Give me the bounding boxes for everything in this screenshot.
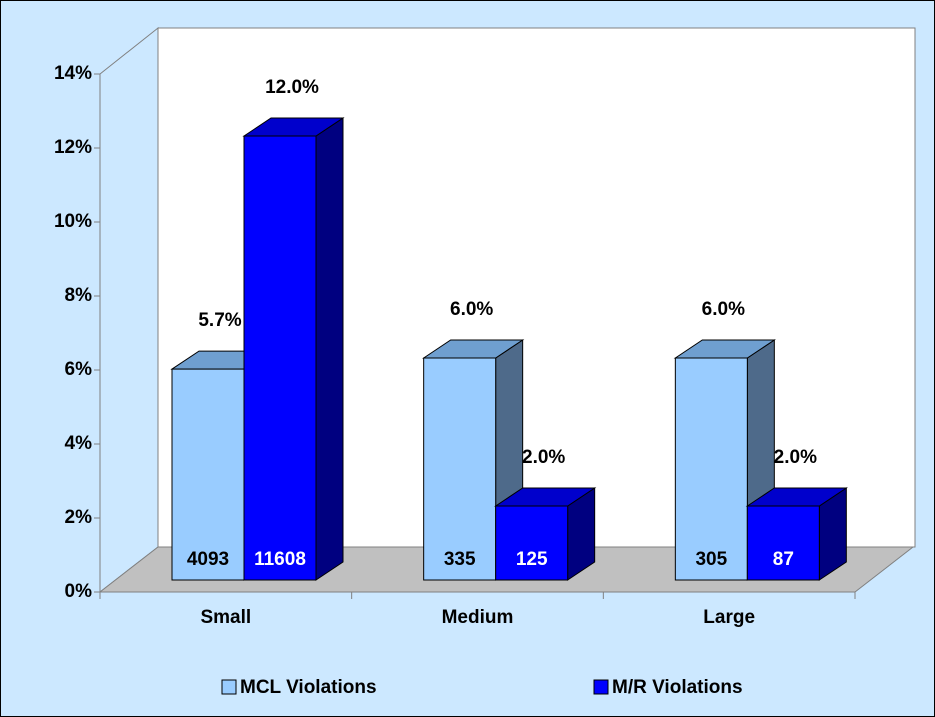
value-label: 6.0% (702, 299, 745, 320)
bar-side (315, 117, 344, 581)
value-label: 5.7% (198, 310, 241, 331)
bar (674, 357, 748, 581)
y-tick-label: 0% (65, 581, 93, 602)
value-label: 12.0% (265, 77, 319, 98)
legend-label: MCL Violations (240, 677, 377, 698)
value-label: 2.0% (522, 447, 565, 468)
count-label: 87 (773, 549, 794, 570)
x-tick-label: Medium (442, 607, 514, 628)
y-tick-label: 10% (54, 211, 92, 232)
bar (746, 505, 820, 581)
y-tick-label: 12% (54, 137, 92, 158)
y-tick-label: 8% (65, 285, 93, 306)
y-tick-label: 2% (65, 507, 93, 528)
legend-swatch (221, 679, 237, 695)
x-tick-label: Small (200, 607, 251, 628)
bar (495, 505, 569, 581)
count-label: 4093 (187, 549, 229, 570)
count-label: 125 (516, 549, 548, 570)
legend-label: M/R Violations (612, 677, 743, 698)
bar (423, 357, 497, 581)
x-tick-label: Large (703, 607, 755, 628)
bar (243, 135, 317, 581)
count-label: 335 (444, 549, 476, 570)
value-label: 2.0% (774, 447, 817, 468)
value-label: 6.0% (450, 299, 493, 320)
count-label: 305 (695, 549, 727, 570)
y-tick-label: 6% (65, 359, 93, 380)
y-tick-label: 4% (65, 433, 93, 454)
legend-swatch (593, 679, 609, 695)
y-tick-label: 14% (54, 63, 92, 84)
bar (171, 368, 245, 581)
count-label: 11608 (254, 549, 306, 570)
side-wall (99, 26, 159, 594)
